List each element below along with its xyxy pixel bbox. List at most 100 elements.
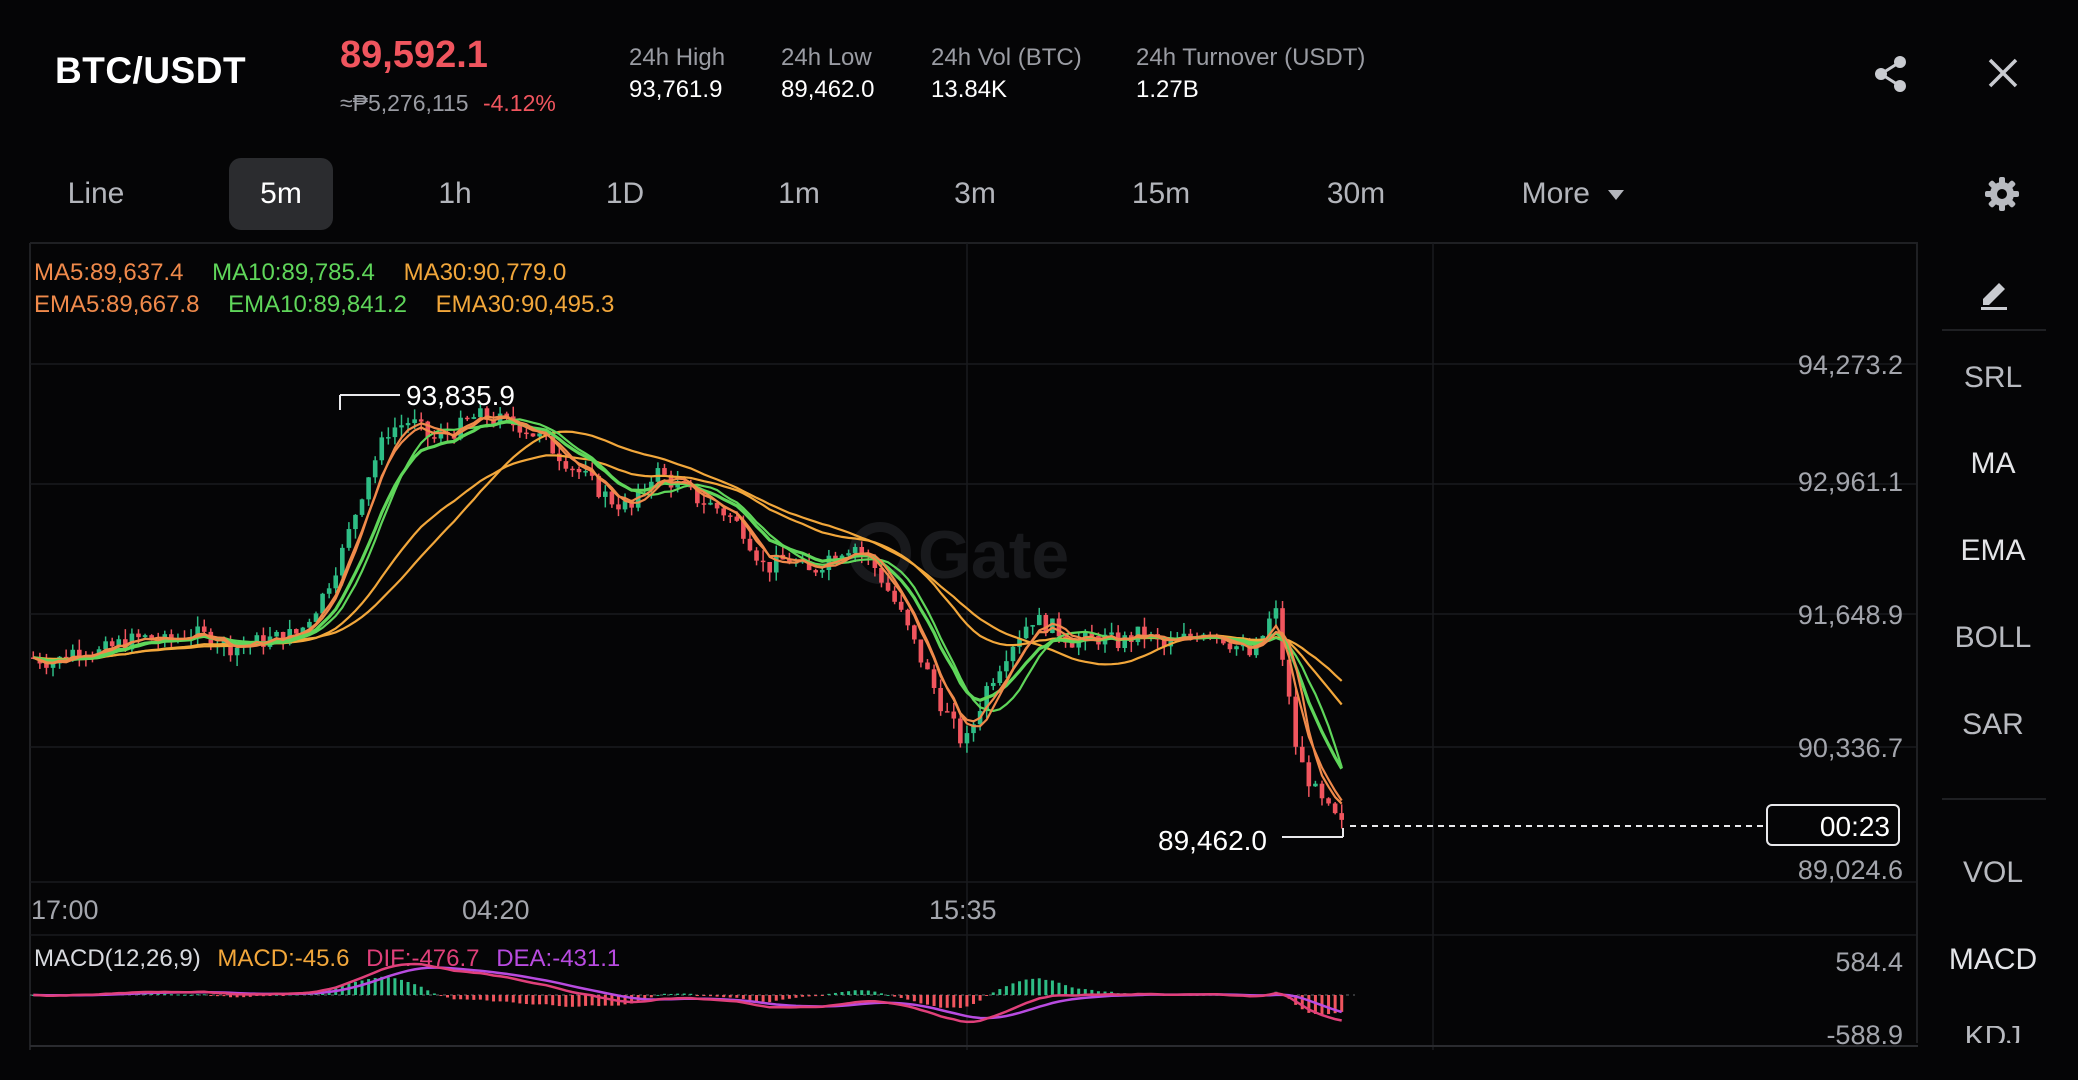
- candle: [484, 408, 490, 420]
- macd-bar: [709, 995, 713, 997]
- macd-bar: [524, 995, 528, 1005]
- more-dropdown[interactable]: More: [1508, 158, 1638, 230]
- candle: [754, 550, 759, 561]
- high-marker: 93,835.9: [406, 380, 515, 411]
- macd-bar: [656, 994, 660, 996]
- candle: [1142, 626, 1147, 638]
- price-chart[interactable]: Gate 93,835.9 89,462.0: [0, 240, 1918, 1050]
- macd-bar: [248, 995, 252, 997]
- macd-bar: [853, 990, 857, 995]
- candle: [662, 468, 667, 475]
- close-icon[interactable]: [1986, 56, 2020, 90]
- macd-bar: [373, 977, 377, 995]
- macd-bar: [1064, 985, 1068, 995]
- candle: [1122, 635, 1128, 648]
- candle: [491, 419, 496, 425]
- candle: [767, 562, 772, 573]
- candle: [1089, 632, 1095, 637]
- low-marker: 89,462.0: [1158, 825, 1267, 856]
- candle: [892, 590, 897, 602]
- candle: [912, 625, 917, 640]
- candle: [576, 468, 582, 473]
- candle: [195, 626, 200, 638]
- side-sar[interactable]: SAR: [1962, 708, 2024, 741]
- macd-bar: [1313, 995, 1317, 1014]
- stat-label: 24h Turnover (USDT): [1136, 44, 1366, 71]
- tab-3m[interactable]: 3m: [954, 177, 996, 210]
- macd-bar: [972, 995, 976, 1005]
- candle: [379, 437, 385, 461]
- candle: [366, 477, 371, 500]
- candle: [944, 711, 950, 713]
- side-srl[interactable]: SRL: [1963, 361, 2023, 394]
- candle: [800, 560, 805, 563]
- candle: [142, 635, 148, 638]
- ema30-line: [33, 454, 1343, 706]
- side-ema[interactable]: EMA: [1960, 534, 2026, 567]
- candle: [925, 662, 930, 670]
- macd-bar: [1044, 979, 1048, 995]
- ema30-value: EMA30:90,495.3: [435, 291, 615, 318]
- tab-5m[interactable]: 5m: [229, 158, 333, 230]
- candle: [918, 639, 924, 663]
- pencil-icon[interactable]: [1975, 273, 2013, 311]
- fiat-price: ≈₱5,276,115: [340, 90, 469, 116]
- macd-bar: [991, 992, 995, 995]
- macd-bar: [360, 980, 364, 995]
- candle: [971, 724, 976, 734]
- side-ma[interactable]: MA: [1970, 447, 2016, 480]
- macd-bar: [183, 994, 187, 996]
- candle: [596, 475, 602, 497]
- candle: [570, 468, 575, 471]
- macd-bar: [426, 990, 430, 995]
- candle: [537, 433, 542, 437]
- ema-legend: EMA5:89,667.8 EMA10:89,841.2 EMA30:90,49…: [34, 291, 614, 319]
- stat-label: 24h High: [629, 44, 726, 71]
- candle: [307, 621, 312, 628]
- stat-value: 1.27B: [1136, 76, 1199, 103]
- candle: [116, 639, 122, 647]
- macd-bar: [682, 993, 686, 995]
- side-boll[interactable]: BOLL: [1954, 621, 2032, 654]
- more-label: More: [1521, 177, 1590, 210]
- tab-1h[interactable]: 1h: [438, 177, 472, 210]
- countdown-badge: 00:23: [1766, 804, 1900, 846]
- candle: [1240, 644, 1246, 647]
- macd-bar: [820, 995, 824, 996]
- candle: [44, 663, 49, 668]
- candle: [1247, 644, 1252, 656]
- stat-label: 24h Vol (BTC): [931, 44, 1082, 71]
- share-icon[interactable]: [1872, 54, 1910, 94]
- macd-bar: [1011, 983, 1015, 995]
- tab-30m[interactable]: 30m: [1326, 177, 1386, 210]
- macd-bar: [406, 981, 410, 995]
- candle: [412, 419, 417, 424]
- candle: [1306, 762, 1312, 787]
- candle: [721, 508, 726, 516]
- tab-1d[interactable]: 1D: [605, 177, 645, 210]
- candle: [1161, 639, 1167, 647]
- stat-value: 13.84K: [931, 76, 1008, 103]
- fiat-price-row: ≈₱5,276,115 -4.12%: [340, 90, 556, 117]
- macd-bar: [1050, 980, 1054, 995]
- gear-icon[interactable]: [1984, 176, 2020, 212]
- side-macd[interactable]: MACD: [1948, 943, 2038, 976]
- candle: [806, 560, 812, 571]
- macd-bar: [478, 995, 482, 1000]
- tab-15m[interactable]: 15m: [1131, 177, 1191, 210]
- tab-line[interactable]: Line: [67, 177, 125, 210]
- macd-bar: [906, 995, 910, 1000]
- candle: [405, 423, 411, 426]
- macd-bar: [229, 995, 233, 998]
- side-kdj-clipped[interactable]: KDJ: [1918, 1026, 2068, 1043]
- macd-bar: [235, 995, 239, 998]
- macd-bar: [169, 994, 173, 996]
- macd-bar: [695, 995, 699, 996]
- candle: [372, 460, 378, 478]
- side-vol[interactable]: VOL: [1962, 856, 2024, 889]
- tab-1m[interactable]: 1m: [778, 177, 820, 210]
- macd-bar: [1090, 989, 1094, 995]
- macd-value: MACD:-45.6: [217, 945, 350, 972]
- macd-bar: [676, 993, 680, 995]
- macd-bar: [623, 995, 627, 1005]
